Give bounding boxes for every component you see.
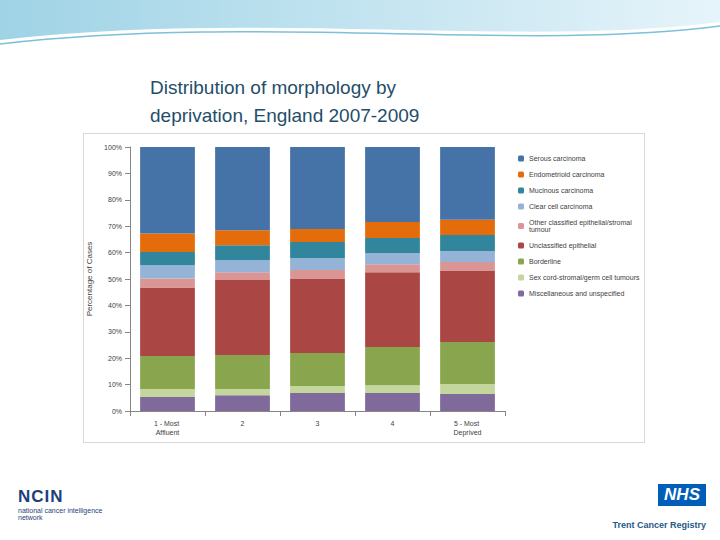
svg-text:Endometrioid carcinoma: Endometrioid carcinoma: [529, 171, 605, 178]
svg-text:40%: 40%: [108, 302, 122, 309]
html-text:Trent Cancer Registry: Trent Cancer Registry: [612, 520, 706, 530]
svg-text:Sex cord-stromal/germ cell tum: Sex cord-stromal/germ cell tumours: [529, 274, 640, 282]
html-text:national cancer intelligence n: national cancer intelligence network: [18, 507, 103, 521]
svg-text:3: 3: [316, 420, 320, 427]
svg-text:20%: 20%: [108, 355, 122, 362]
html-text:NCIN: NCIN: [18, 487, 64, 506]
html-text:NHS: NHS: [664, 485, 700, 504]
svg-text:80%: 80%: [108, 196, 122, 203]
svg-text:60%: 60%: [108, 249, 122, 256]
svg-text:Serous carcinoma: Serous carcinoma: [529, 155, 586, 162]
svg-text:5 - Most: 5 - Most: [454, 420, 481, 427]
svg-text:Miscellaneous and unspecified: Miscellaneous and unspecified: [529, 290, 624, 298]
svg-text:50%: 50%: [108, 276, 122, 283]
svg-text:deprivation, England 2007-2009: deprivation, England 2007-2009: [150, 105, 419, 126]
svg-text:Percentage of Cases: Percentage of Cases: [85, 242, 94, 317]
svg-text:Unclassified epithelial: Unclassified epithelial: [529, 242, 597, 250]
svg-text:Mucinous carcinoma: Mucinous carcinoma: [529, 187, 593, 194]
svg-text:90%: 90%: [108, 170, 122, 177]
svg-text:Distribution of morphology by: Distribution of morphology by: [150, 77, 401, 98]
svg-text:Deprived: Deprived: [453, 429, 481, 437]
svg-text:1 - Most: 1 - Most: [154, 420, 181, 427]
svg-text:Clear cell carcinoma: Clear cell carcinoma: [529, 203, 593, 210]
svg-text:Borderline: Borderline: [529, 258, 561, 265]
svg-text:0%: 0%: [112, 408, 122, 415]
svg-text:Other classified epithelial/st: Other classified epithelial/stromal: [529, 219, 634, 226]
svg-text:4: 4: [391, 420, 395, 427]
svg-text:Affluent: Affluent: [156, 429, 180, 436]
svg-text:10%: 10%: [108, 381, 122, 388]
svg-text:70%: 70%: [108, 223, 122, 230]
svg-text:tumour: tumour: [529, 226, 551, 233]
svg-text:100%: 100%: [104, 144, 122, 151]
svg-text:30%: 30%: [108, 328, 122, 335]
svg-text:2: 2: [241, 420, 245, 427]
